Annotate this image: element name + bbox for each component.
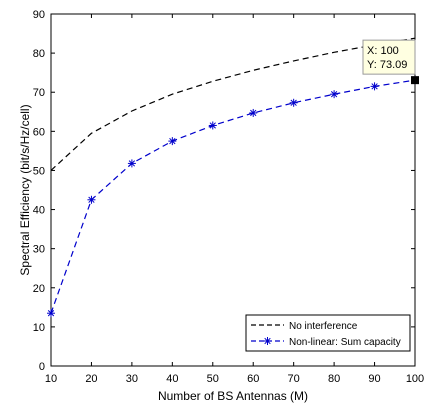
- x-axis-label: Number of BS Antennas (M): [158, 389, 308, 403]
- series-marker-1: [370, 82, 379, 91]
- series-line-0: [50, 37, 416, 171]
- y-tick-label: 10: [33, 322, 45, 334]
- series-marker-1: [127, 159, 136, 168]
- x-tick-label: 90: [368, 373, 380, 385]
- series-marker-1: [289, 98, 298, 107]
- y-tick-label: 20: [33, 283, 45, 295]
- x-tick-label: 40: [166, 373, 178, 385]
- y-tick-label: 60: [33, 126, 45, 138]
- x-tick-label: 80: [328, 373, 340, 385]
- y-tick-label: 90: [33, 9, 45, 21]
- plot-area: [50, 13, 416, 367]
- datatip-x-text: X: 100: [367, 45, 399, 57]
- legend-label-no-interference: No interference: [289, 321, 358, 332]
- series-layer: [47, 37, 419, 318]
- series-marker-1: [47, 309, 55, 318]
- y-tick-label: 40: [33, 205, 45, 217]
- series-marker-1: [330, 90, 339, 99]
- y-tick-label: 30: [33, 244, 45, 256]
- legend-box: [245, 314, 411, 352]
- x-tick-label: 50: [207, 373, 219, 385]
- series-marker-1: [168, 137, 177, 146]
- x-tick-label: 60: [247, 373, 259, 385]
- datatip-marker[interactable]: [411, 76, 419, 85]
- datatip-y-text: Y: 73.09: [367, 59, 407, 71]
- x-tick-label: 10: [45, 373, 57, 385]
- y-axis-label: Spectral Efficiency (bit/s/Hz/cell): [18, 104, 32, 275]
- series-marker-1: [208, 121, 217, 130]
- legend-marker-sum-capacity: [263, 337, 272, 345]
- legend: No interference Non-linear: Sum capacity: [245, 314, 411, 352]
- datatip[interactable]: X: 100 Y: 73.09: [362, 39, 419, 85]
- x-tick-label: 100: [406, 373, 424, 385]
- y-tick-label: 50: [33, 165, 45, 177]
- legend-label-sum-capacity: Non-linear: Sum capacity: [289, 337, 401, 348]
- series-marker-1: [87, 195, 96, 204]
- x-tick-label: 20: [85, 373, 97, 385]
- x-tick-label: 70: [288, 373, 300, 385]
- y-tick-label: 80: [33, 48, 45, 60]
- x-tick-label: 30: [126, 373, 138, 385]
- series-line-1: [50, 79, 416, 314]
- series-marker-1: [249, 108, 258, 117]
- y-tick-label: 70: [33, 87, 45, 99]
- y-tick-label: 0: [39, 361, 45, 373]
- datatip-box: [362, 39, 416, 75]
